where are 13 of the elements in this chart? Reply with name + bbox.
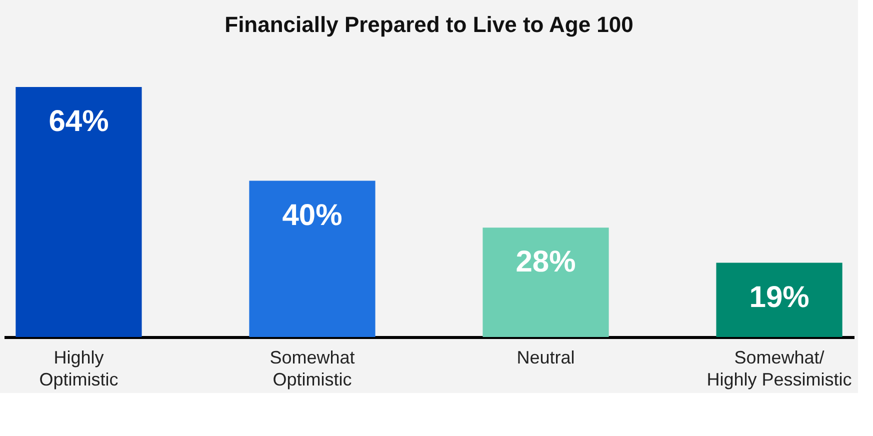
bar <box>482 228 609 337</box>
x-tick-label: Somewhat/ Highly Pessimistic <box>706 348 852 390</box>
bar <box>249 180 376 337</box>
bar <box>16 87 142 337</box>
chart-title: Financially Prepared to Live to Age 100 <box>224 12 634 37</box>
x-tick-label: Somewhat Optimistic <box>270 348 355 390</box>
x-tick-label: Neutral <box>516 348 575 368</box>
data-label: 19% <box>749 280 810 314</box>
data-label: 28% <box>516 246 576 279</box>
x-tick-label: Highly Optimistic <box>39 348 118 390</box>
data-label: 40% <box>282 198 342 232</box>
data-label: 64% <box>48 105 109 138</box>
bar <box>716 262 842 337</box>
